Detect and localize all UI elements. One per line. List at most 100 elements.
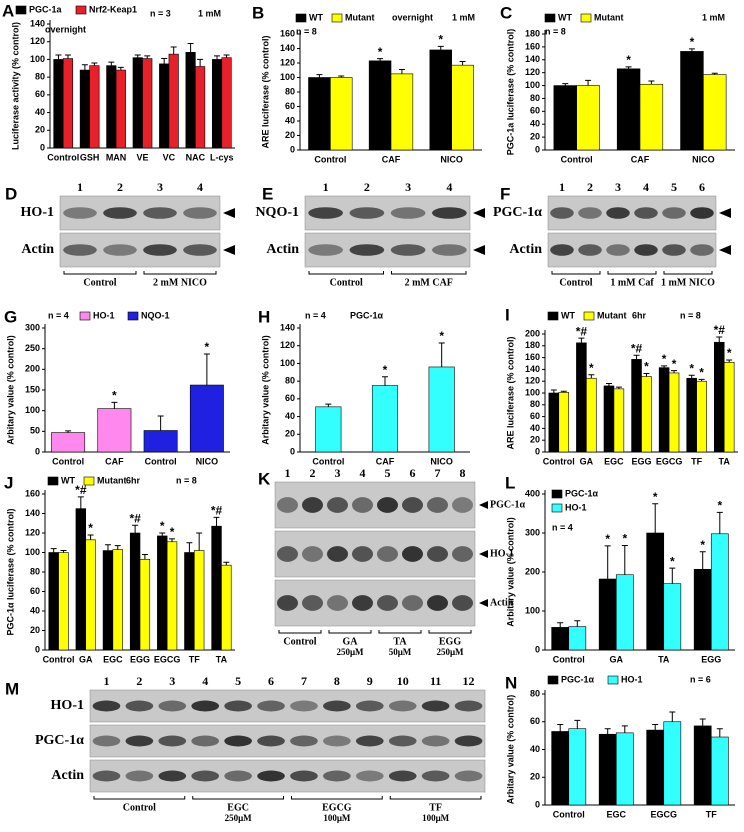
legend-label: NQO-1 — [141, 310, 170, 320]
lane-number: 7 — [301, 674, 307, 688]
error-bar — [81, 64, 88, 71]
group-label: 1 mM NICO — [661, 277, 715, 288]
significance-label: *# — [714, 323, 726, 337]
x-tick-label: CAF — [382, 154, 401, 164]
legend-swatch — [551, 489, 563, 499]
x-tick-label: EGG — [130, 654, 150, 664]
legend-swatch — [83, 476, 95, 486]
x-tick-label: Control — [314, 154, 346, 164]
significance-label: * — [205, 340, 210, 354]
bar — [558, 392, 570, 453]
group-bracket — [308, 271, 384, 275]
x-tick-label: Control — [312, 456, 344, 466]
x-tick-label: CAF — [105, 456, 124, 466]
legend-label: PGC-1a — [29, 4, 63, 14]
y-tick-label: 160 — [280, 28, 295, 38]
legend-swatch — [551, 503, 563, 513]
row-label: HO-1 — [490, 548, 514, 559]
error-bar — [669, 567, 676, 584]
bar — [646, 532, 665, 651]
y-axis-label: PGC-1a luciferase (% control) — [505, 29, 515, 156]
x-tick-label: Control — [553, 809, 585, 819]
blot-band — [421, 700, 450, 712]
error-bar — [574, 719, 581, 729]
y-tick-label: 0 — [535, 144, 540, 154]
y-tick-label: 60 — [35, 89, 45, 99]
blot-band — [92, 700, 121, 712]
bar — [75, 508, 87, 651]
lane-number: 9 — [367, 674, 373, 688]
error-bar — [437, 45, 444, 50]
y-axis-label: Arbitary value (% control) — [505, 695, 515, 805]
error-bar — [615, 386, 622, 389]
bar — [142, 58, 153, 149]
y-tick-label: 100 — [280, 72, 295, 82]
bar — [613, 388, 625, 453]
bar — [696, 380, 707, 453]
lane-number: 4 — [643, 180, 649, 194]
blot-band — [662, 244, 686, 256]
bar — [615, 732, 634, 806]
bar — [97, 408, 132, 453]
blot-band — [143, 207, 177, 219]
error-bar — [132, 524, 139, 533]
bar — [663, 583, 682, 651]
blot-band — [63, 244, 97, 256]
group-bracket — [192, 796, 284, 800]
x-tick-label: TA — [216, 654, 228, 664]
significance-label: * — [644, 360, 649, 374]
group-bracket — [291, 796, 383, 800]
legend-swatch — [75, 5, 87, 15]
group-label: TF — [429, 802, 442, 813]
blot-band — [550, 244, 574, 256]
bar — [639, 83, 664, 151]
lane-number: 3 — [335, 466, 341, 480]
y-tick-label: 180 — [525, 28, 540, 38]
note: n = 4 — [305, 310, 326, 320]
lane-number: 3 — [615, 180, 621, 194]
blot-band — [427, 497, 448, 513]
arrowhead — [719, 245, 731, 255]
error-bar — [87, 534, 94, 540]
blot-band — [690, 207, 714, 219]
y-axis-label: Arbitary value (% control) — [260, 335, 270, 445]
legend-swatch — [583, 311, 595, 321]
y-tick-label: 100 — [525, 605, 540, 615]
significance-label: * — [622, 532, 627, 546]
x-tick-label: EGC — [604, 456, 624, 466]
significance-label: * — [662, 352, 667, 366]
dose-label: 250μM — [336, 647, 364, 657]
y-tick-label: 100 — [25, 405, 40, 415]
y-tick-label: 60 — [30, 586, 40, 596]
lane-number: 11 — [430, 674, 441, 688]
error-bar — [643, 373, 650, 377]
blot-band — [388, 700, 417, 712]
error-bar — [557, 724, 564, 732]
y-tick-label: 80 — [530, 399, 540, 409]
blot-band — [352, 546, 373, 562]
bar — [330, 77, 353, 151]
lane-number: 2 — [310, 466, 316, 480]
lane-number: 2 — [117, 180, 123, 194]
legend-swatch — [15, 5, 27, 15]
blot-band — [143, 244, 177, 256]
error-bar — [652, 503, 659, 533]
error-bar — [187, 42, 194, 53]
bar — [143, 430, 178, 453]
x-tick-label: EGG — [631, 456, 651, 466]
significance-label: *# — [129, 511, 141, 525]
significance-label: * — [378, 45, 383, 59]
y-tick-label: 60 — [285, 393, 295, 403]
bar — [429, 49, 452, 151]
error-bar — [726, 359, 733, 363]
error-bar — [203, 353, 210, 386]
bar — [631, 359, 642, 453]
blot-band — [349, 244, 385, 256]
y-tick-label: 140 — [525, 54, 540, 64]
y-tick-label: 120 — [25, 527, 40, 537]
blot-band — [257, 700, 285, 712]
significance-label: * — [689, 361, 694, 375]
y-tick-label: 40 — [285, 411, 295, 421]
blot-band — [349, 207, 385, 219]
dose-label: 100μM — [323, 813, 351, 823]
